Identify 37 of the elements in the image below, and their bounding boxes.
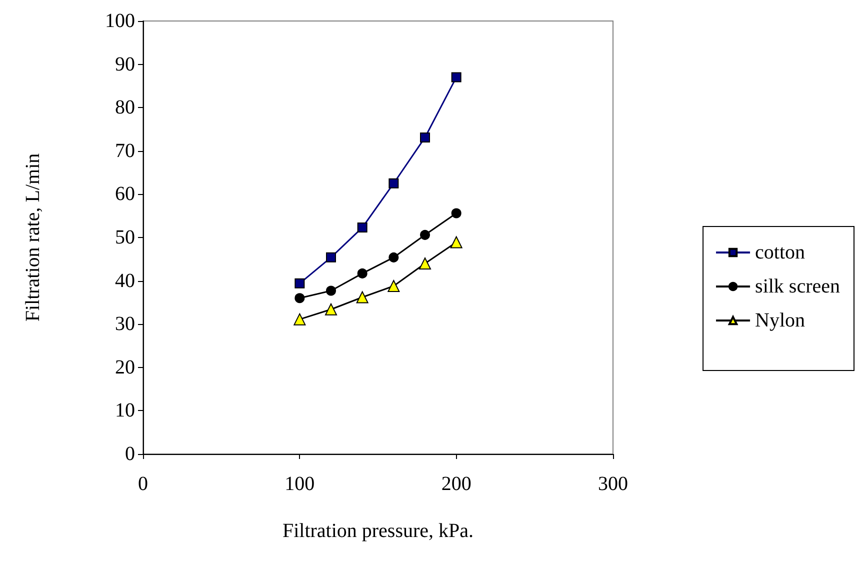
point: [294, 293, 305, 304]
point: [326, 252, 336, 262]
y-tick-label: 60: [115, 183, 135, 206]
point: [357, 268, 368, 278]
y-tick-label: 40: [115, 270, 135, 292]
legend-label: cotton: [755, 242, 806, 264]
point: [388, 280, 400, 292]
y-tick-label: 50: [115, 226, 135, 248]
y-tick-label: 100: [105, 10, 135, 32]
point: [294, 278, 305, 288]
point: [388, 178, 399, 188]
point: [356, 291, 368, 304]
x-tick-label: 200: [441, 473, 472, 495]
point: [420, 230, 430, 240]
y-tick-label: 0: [125, 443, 135, 465]
y-tick-label: 90: [115, 53, 135, 76]
x-axis-title: Filtration pressure, kPa.: [282, 520, 474, 542]
x-tick-label: 300: [598, 473, 628, 495]
y-tick-label: 10: [115, 400, 135, 422]
legend-label: Nylon: [755, 310, 806, 332]
y-axis-title: Filtration rate, L/min: [22, 153, 44, 322]
point: [419, 257, 431, 270]
point: [326, 286, 336, 296]
point: [420, 132, 430, 142]
point: [451, 72, 462, 82]
point: [450, 236, 462, 248]
x-tick-label: 100: [284, 473, 315, 495]
point: [388, 252, 399, 262]
y-tick-label: 80: [115, 96, 135, 119]
y-tick-label: 70: [115, 140, 135, 162]
point: [294, 313, 306, 326]
point: [325, 303, 337, 316]
y-tick-label: 20: [115, 356, 135, 378]
legend-label: silk screen: [755, 276, 840, 298]
point: [451, 208, 462, 218]
point: [357, 222, 368, 233]
y-tick-label: 30: [115, 313, 135, 336]
